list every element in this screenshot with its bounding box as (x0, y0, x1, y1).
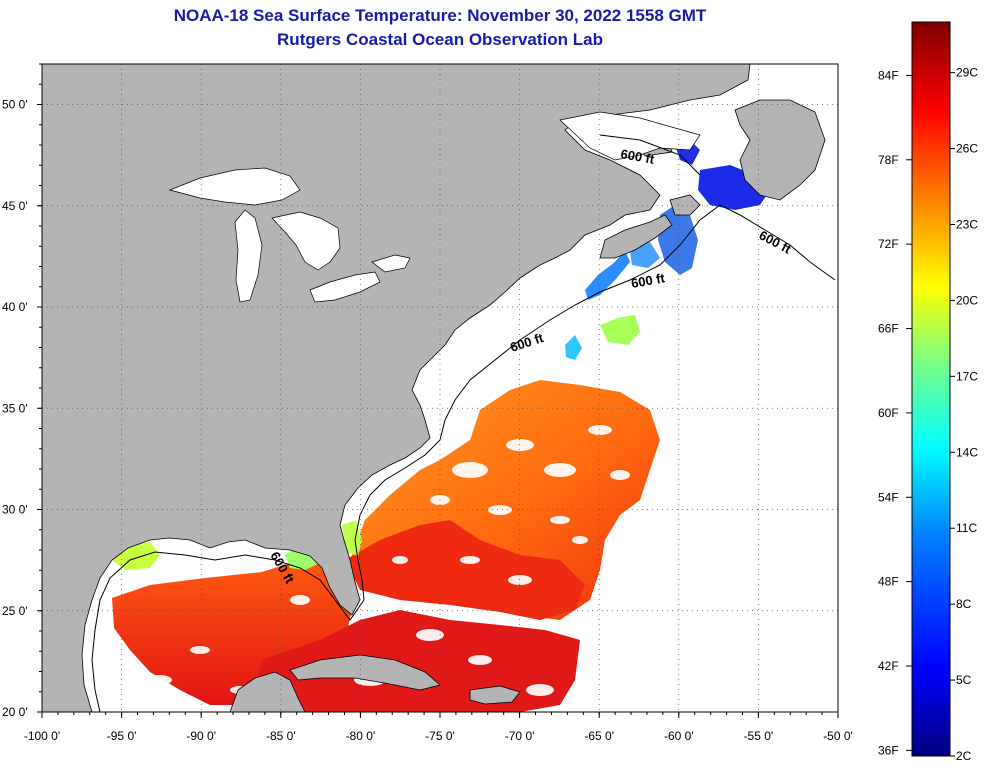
depth-contour-600ft (91, 134, 836, 712)
celsius-labels: 29C 26C 23C 20C 17C 14C 11C 8C 5C 2C (950, 66, 978, 763)
y-tick-label: 35 0' (2, 401, 28, 415)
y-tick-label: 25 0' (2, 604, 28, 618)
celsius-label: 8C (956, 597, 972, 611)
x-tick-label: -90 0' (186, 729, 216, 743)
y-tick-label: 20 0' (2, 705, 28, 719)
x-tick-label: -75 0' (425, 729, 455, 743)
fahrenheit-label: 78F (878, 153, 899, 167)
gulf-st-lawrence (559, 111, 701, 161)
celsius-label: 2C (956, 749, 972, 763)
celsius-label: 23C (956, 217, 978, 231)
x-tick-label: -65 0' (584, 729, 614, 743)
graticule (42, 64, 838, 712)
y-tick-label: 50 0' (2, 98, 28, 112)
x-tick-label: -80 0' (346, 729, 376, 743)
fahrenheit-label: 60F (878, 406, 899, 420)
fahrenheit-label: 36F (878, 743, 899, 757)
contour-label: 600 ft (619, 146, 656, 167)
fahrenheit-label: 54F (878, 490, 899, 504)
fahrenheit-label: 84F (878, 68, 899, 82)
y-tick-label: 45 0' (2, 199, 28, 213)
x-tick-label: -85 0' (266, 729, 296, 743)
celsius-label: 26C (956, 142, 978, 156)
celsius-label: 17C (956, 369, 978, 383)
celsius-label: 11C (956, 521, 977, 535)
sst-layer (112, 140, 770, 712)
contour-label: 600 ft (630, 270, 667, 291)
x-tick-label: -100 0' (24, 729, 60, 743)
land-layer (42, 64, 826, 712)
y-tick-label: 30 0' (2, 503, 28, 517)
x-tick-label: -60 0' (664, 729, 694, 743)
map-subtitle: Rutgers Coastal Ocean Observation Lab (277, 30, 603, 49)
celsius-label: 29C (956, 66, 978, 80)
map-title: NOAA-18 Sea Surface Temperature: Novembe… (173, 6, 707, 25)
x-tick-label: -95 0' (107, 729, 137, 743)
latitude-axis: 50 0' 45 0' 40 0' 35 0' 30 0' 25 0' 20 0' (2, 63, 42, 719)
fahrenheit-label: 48F (878, 575, 899, 589)
longitude-axis: -100 0' -95 0' -90 0' -85 0' -80 0' -75 0' -70… (24, 712, 853, 743)
fahrenheit-label: 66F (878, 322, 899, 336)
colorbar-gradient (911, 21, 951, 757)
x-tick-label: -70 0' (505, 729, 535, 743)
celsius-label: 20C (956, 293, 978, 307)
great-lakes (168, 167, 411, 303)
x-tick-label: -50 0' (823, 729, 853, 743)
fahrenheit-label: 42F (878, 659, 899, 673)
y-tick-label: 40 0' (2, 300, 28, 314)
x-tick-label: -55 0' (744, 729, 774, 743)
fahrenheit-labels: 84F 78F 72F 66F 60F 54F 48F 42F 36F (878, 68, 912, 757)
fahrenheit-label: 72F (878, 237, 899, 251)
celsius-label: 14C (956, 445, 978, 459)
celsius-label: 5C (956, 673, 972, 687)
